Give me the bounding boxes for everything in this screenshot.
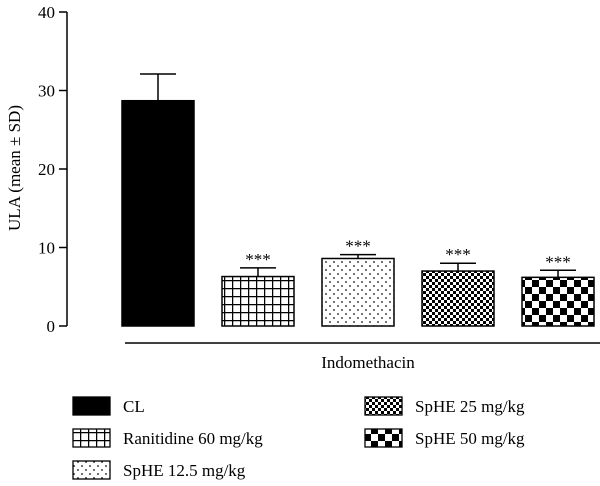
legend-swatch [72,396,111,416]
significance-label: *** [345,237,371,256]
y-tick-label: 10 [38,239,55,258]
significance-label: *** [545,252,571,271]
legend-swatch [72,428,111,448]
bars: *** *** *** *** [121,73,595,327]
legend-swatch [364,428,403,448]
legend-item: SpHE 12.5 mg/kg [72,460,246,480]
y-axis-label: ULA (mean ± SD) [5,105,24,231]
legend-label: SpHE 50 mg/kg [415,429,525,448]
bar [321,257,395,327]
legend-label: SpHE 12.5 mg/kg [123,461,246,480]
bar-group: *** [221,250,295,327]
bar [221,275,295,327]
significance-label: *** [445,245,471,264]
legend-label: SpHE 25 mg/kg [415,397,525,416]
legend-label: CL [123,397,145,416]
legend-item: CL [72,396,145,416]
legend-item: SpHE 50 mg/kg [364,428,525,448]
bar-group: *** [521,252,595,327]
bar [421,270,495,327]
legend: CL Ranitidine 60 mg/kg SpHE 12.5 mg/kg SpHE… [72,396,525,480]
y-tick-label: 0 [47,317,56,336]
bar-group: *** [321,237,395,327]
y-tick-label: 30 [38,82,55,101]
bar [121,99,195,327]
legend-swatch [72,460,111,480]
bar-group [121,73,195,327]
significance-label: *** [245,250,271,269]
bar [521,276,595,327]
group-label: Indomethacin [321,353,415,372]
legend-item: Ranitidine 60 mg/kg [72,428,263,448]
y-axis: 0 10 20 30 40 [38,3,68,336]
legend-swatch [364,396,403,416]
y-tick-label: 40 [38,3,55,22]
legend-label: Ranitidine 60 mg/kg [123,429,263,448]
bar-group: *** [421,245,495,327]
legend-item: SpHE 25 mg/kg [364,396,525,416]
y-tick-label: 20 [38,160,55,179]
